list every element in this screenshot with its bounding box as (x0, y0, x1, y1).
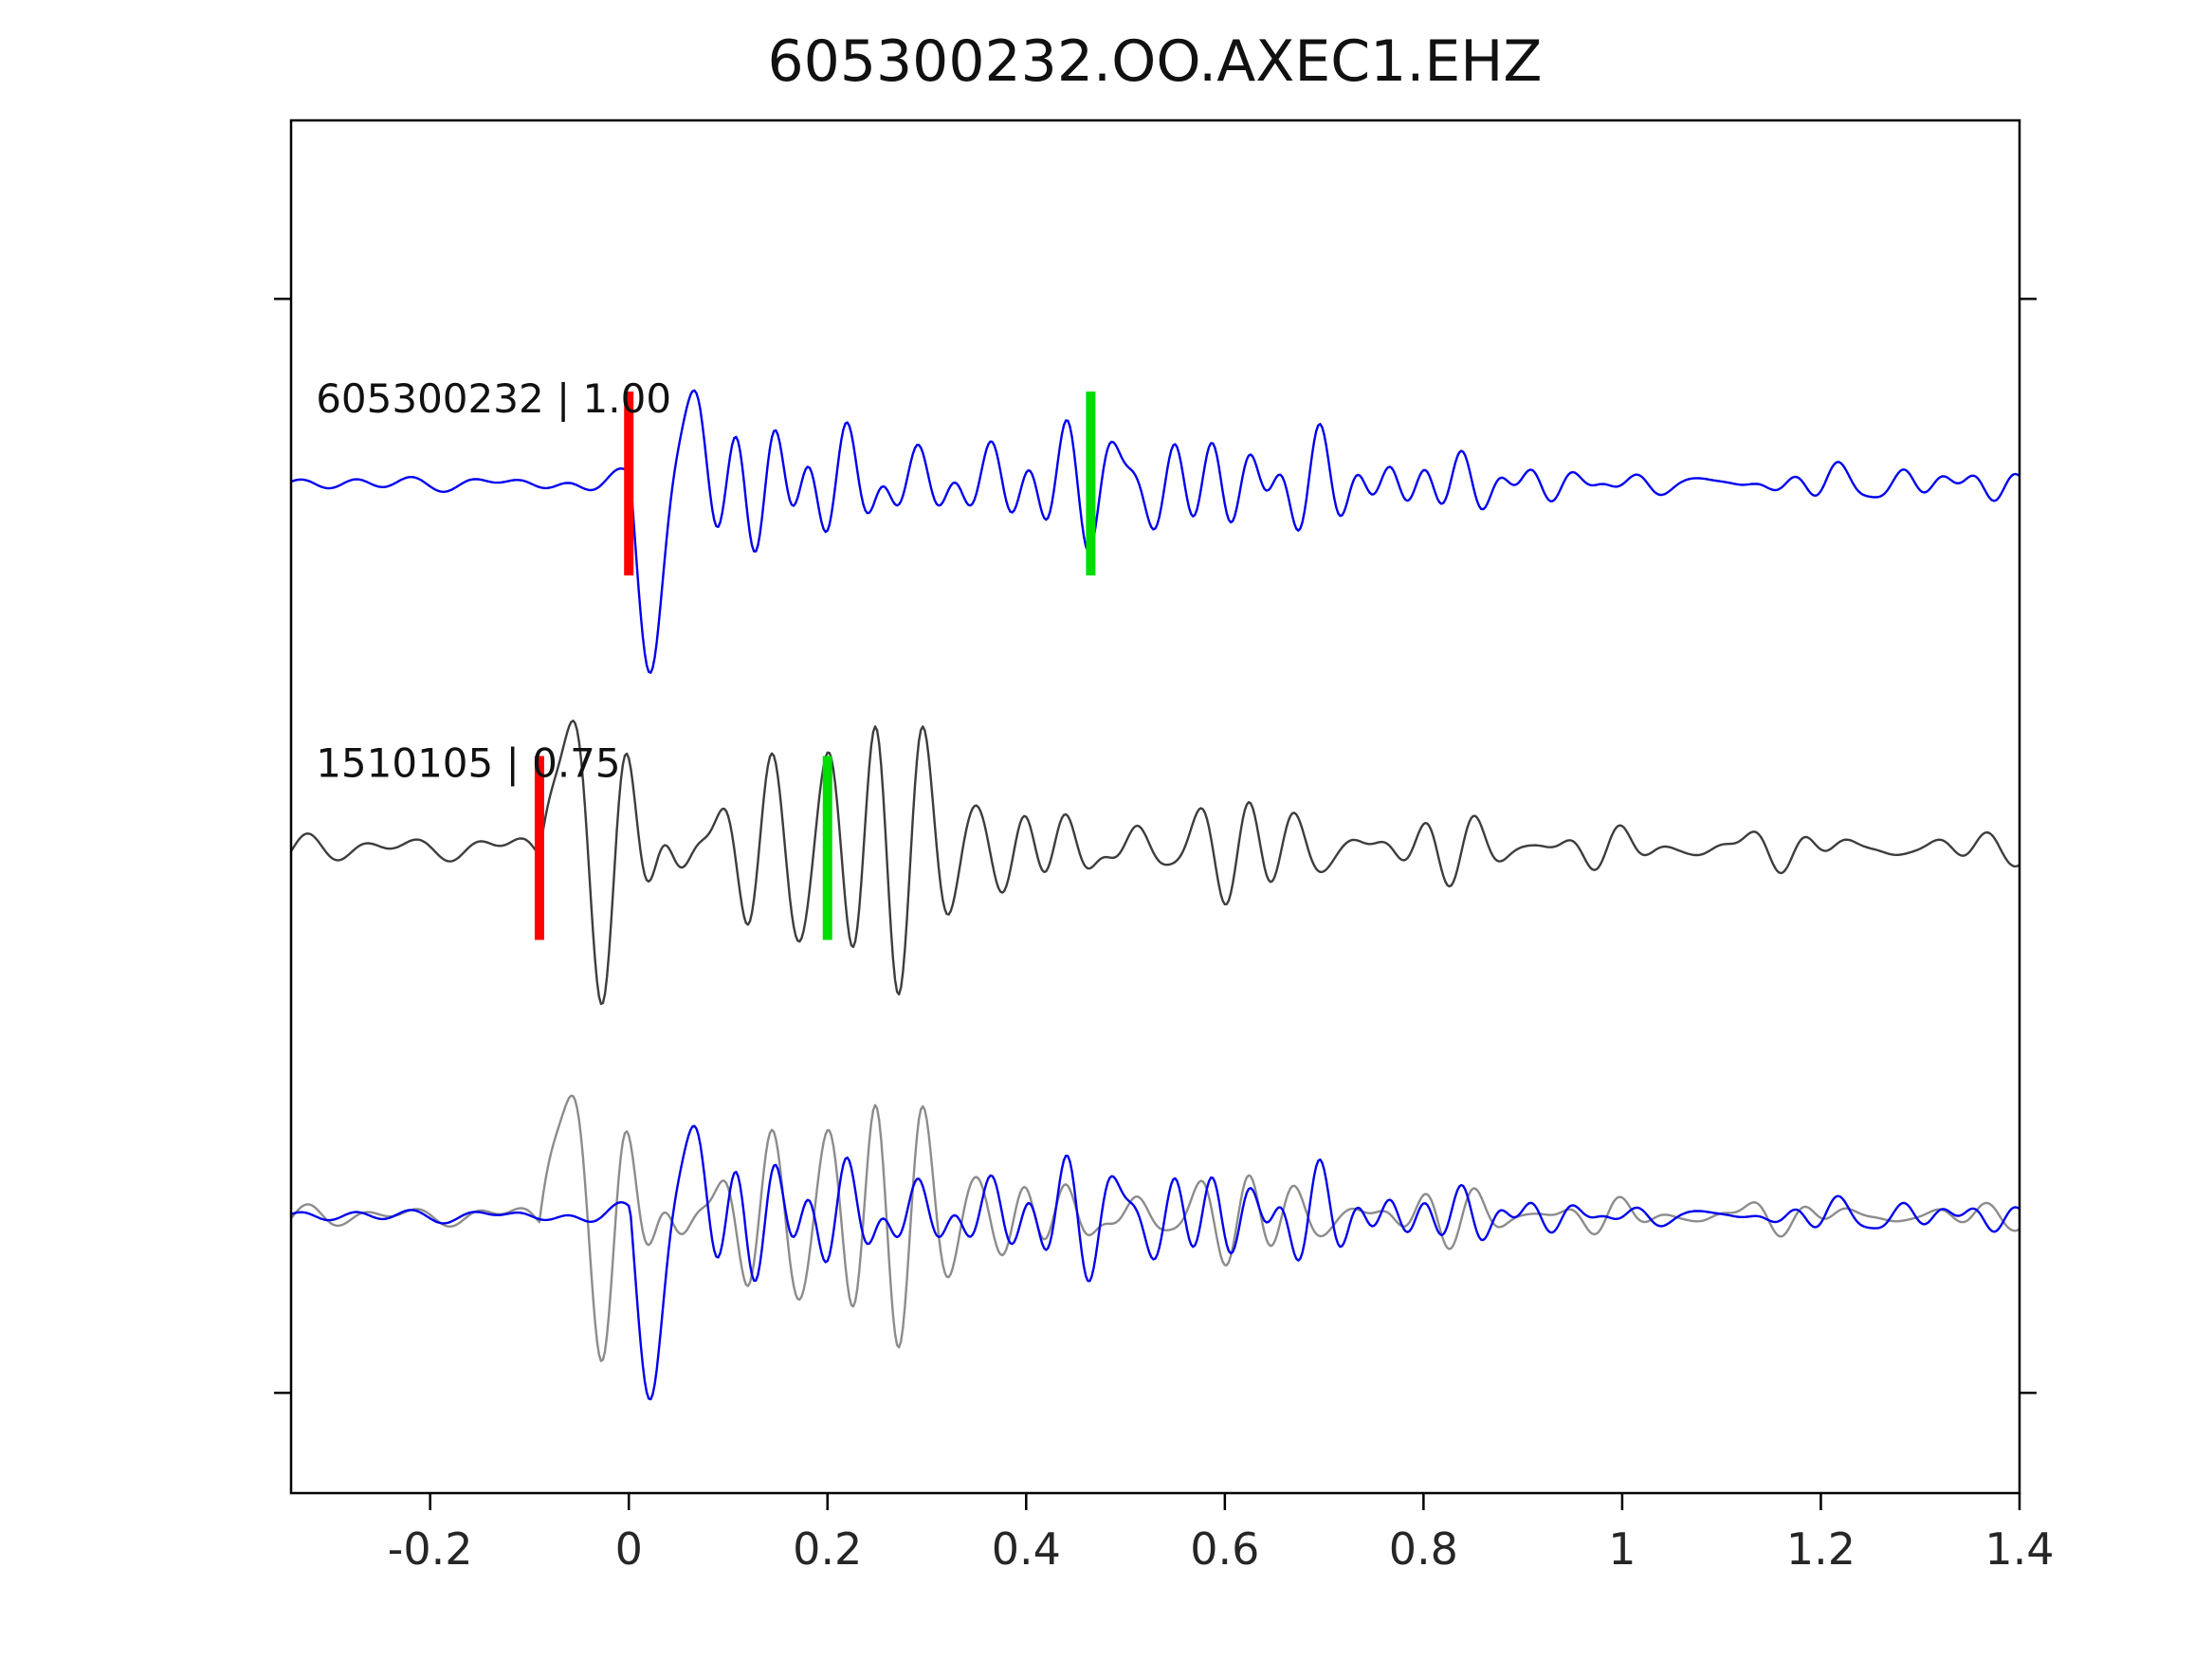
trace-label-605300232: 605300232 | 1.00 (316, 375, 671, 422)
trace-label-1510105: 1510105 | 0.75 (316, 739, 620, 786)
waveform-trace-605300232 (290, 389, 2020, 674)
pick-markers (534, 391, 1096, 940)
x-tick-label: 0.6 (1190, 1523, 1259, 1575)
trace-labels: 605300232 | 1.00 1510105 | 0.75 (316, 375, 671, 786)
waveform-traces (289, 389, 2020, 1401)
x-tick-label: 1.2 (1786, 1523, 1856, 1575)
axes-box (289, 118, 2021, 1495)
x-tick-label: 0.8 (1389, 1523, 1458, 1575)
waveform-trace-1510105 (289, 720, 2020, 1006)
plot-title: 605300232.OO.AXEC1.EHZ (767, 28, 1542, 95)
waveform-trace-1510105-overlay (290, 1094, 2020, 1362)
axis-ticks: -0.2 0 0.2 0.4 0.6 0.8 1 1.2 1.4 (274, 297, 2055, 1575)
x-tick-label: 0.4 (992, 1523, 1061, 1575)
x-tick-label: 0.2 (793, 1523, 862, 1575)
x-tick-label: -0.2 (388, 1523, 473, 1575)
x-tick-label: 1 (1608, 1523, 1636, 1575)
waveform-trace-605300232-overlay (290, 1124, 2020, 1401)
x-tick-label: 0 (615, 1523, 643, 1575)
x-tick-label: 1.4 (1984, 1523, 2054, 1575)
